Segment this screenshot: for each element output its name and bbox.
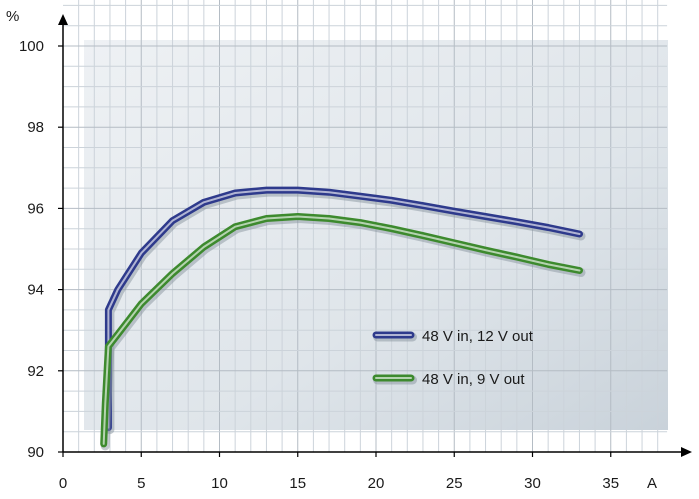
y-tick-labels: 90 92 94 96 98 100 (19, 38, 63, 461)
x-tick-label: 20 (368, 475, 385, 492)
series-line-highlight (102, 215, 581, 445)
x-tick-label: 15 (289, 475, 306, 492)
legend-swatch-series-1 (372, 331, 417, 342)
series-2 (100, 213, 586, 451)
x-tick-label: 25 (446, 475, 463, 492)
y-axis (58, 14, 68, 452)
x-tick-label: 10 (211, 475, 228, 492)
legend-label-series-2: 48 V in, 9 V out (422, 371, 525, 388)
x-tick-label: 5 (137, 475, 145, 492)
x-axis-unit: A (647, 475, 657, 492)
y-tick-label: 92 (27, 363, 44, 380)
y-tick-label: 94 (27, 282, 44, 299)
series-1 (104, 186, 586, 435)
y-axis-arrow-icon (58, 14, 68, 25)
x-tick-label: 35 (602, 475, 619, 492)
x-axis (63, 447, 692, 457)
x-tick-label: 30 (524, 475, 541, 492)
y-tick-label: 100 (19, 38, 44, 55)
legend-swatch-series-2 (372, 374, 417, 385)
series-line-highlight (107, 189, 581, 429)
y-axis-unit: % (6, 8, 19, 25)
y-tick-label: 96 (27, 200, 44, 217)
x-axis-arrow-icon (681, 447, 692, 457)
y-tick-label: 90 (27, 444, 44, 461)
x-tick-label: 0 (59, 475, 67, 492)
x-tick-labels: 0 5 10 15 20 25 30 35 (59, 452, 619, 492)
legend: 48 V in, 12 V out 48 V in, 9 V out (372, 328, 534, 388)
y-tick-label: 98 (27, 119, 44, 136)
series-layer (100, 186, 586, 451)
legend-label-series-1: 48 V in, 12 V out (422, 328, 534, 345)
